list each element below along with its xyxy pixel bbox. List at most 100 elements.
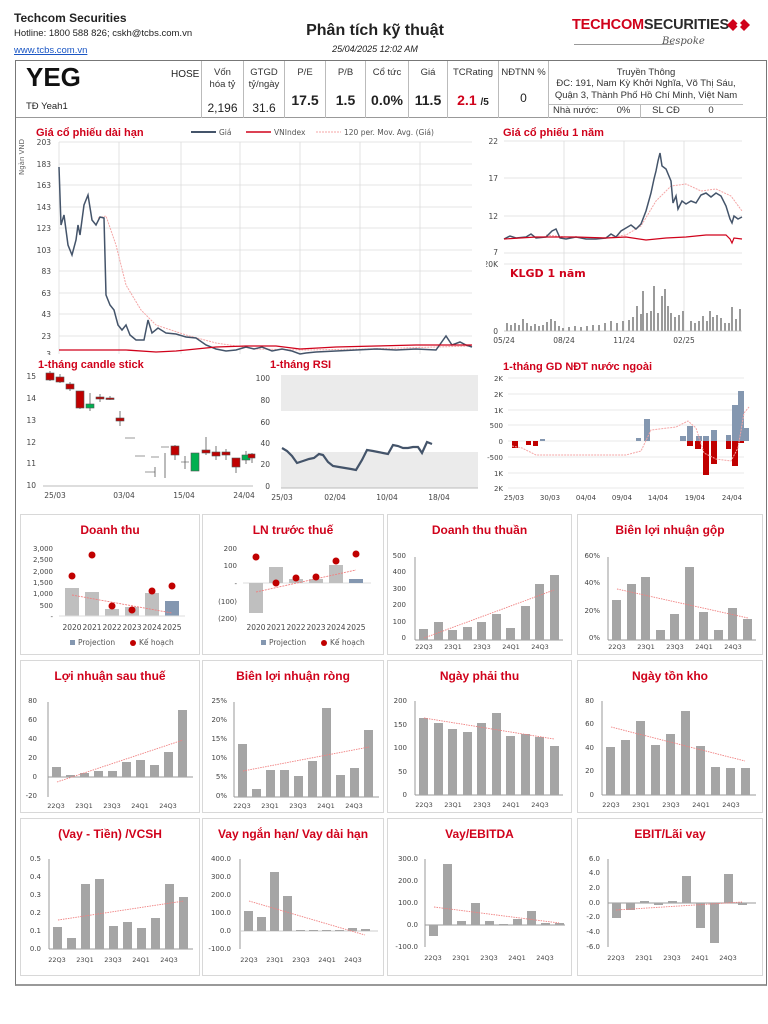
- svg-text:2,500: 2,500: [33, 556, 53, 564]
- svg-text:24Q3: 24Q3: [719, 954, 737, 962]
- svg-text:0: 0: [499, 438, 503, 446]
- svg-text:183: 183: [37, 160, 52, 169]
- svg-text:20K: 20K: [486, 260, 499, 269]
- svg-text:-4.0: -4.0: [586, 928, 600, 936]
- svg-text:23Q3: 23Q3: [292, 956, 310, 964]
- svg-text:23Q3: 23Q3: [103, 802, 121, 810]
- report-title: Phân tích kỹ thuật: [306, 22, 444, 39]
- candlestick-title: 1-tháng candle stick: [38, 359, 144, 371]
- svg-text:23Q3: 23Q3: [663, 954, 681, 962]
- svg-text:6.0: 6.0: [589, 855, 600, 863]
- metric-pe: P/E 17.5: [284, 61, 325, 118]
- svg-text:1,000: 1,000: [33, 590, 53, 598]
- address-line-1: ĐC: 191, Nam Kỳ Khởi Nghĩa, Võ Thị Sáu,: [556, 78, 736, 89]
- svg-text:30/03: 30/03: [540, 494, 560, 501]
- panel-debt-ebitda: Vay/EBITDA 300.0 200.0 100.0 0.0 -100.0 22Q…: [387, 818, 572, 976]
- svg-text:40: 40: [260, 439, 270, 448]
- svg-text:23Q1: 23Q1: [75, 802, 93, 810]
- svg-text:500: 500: [393, 552, 406, 560]
- svg-text:24Q1: 24Q1: [318, 956, 336, 964]
- svg-text:0: 0: [590, 791, 594, 799]
- svg-text:23Q1: 23Q1: [261, 802, 279, 810]
- svg-text:2021: 2021: [266, 623, 285, 632]
- metric-value: 0: [520, 91, 527, 105]
- svg-text:300.0: 300.0: [211, 873, 231, 881]
- metric-dividend: Cổ tức 0.0%: [365, 61, 408, 118]
- svg-text:24Q3: 24Q3: [159, 802, 177, 810]
- svg-text:-: -: [234, 580, 237, 588]
- svg-text:2020: 2020: [62, 623, 81, 632]
- panel-net-profit: Lợi nhuận sau thuế 80 60 40 20 0 -20 22Q3 23Q…: [20, 660, 200, 813]
- one-year-price-title: Giá cổ phiếu 1 năm: [503, 127, 604, 139]
- svg-text:24Q1: 24Q1: [691, 954, 709, 962]
- metric-tcrating: TCRating 2.1 /5: [447, 61, 498, 118]
- svg-text:-100.0: -100.0: [208, 945, 231, 953]
- svg-text:2022: 2022: [102, 623, 121, 632]
- metric-value: 2,196: [207, 101, 238, 115]
- svg-text:200.0: 200.0: [211, 891, 231, 899]
- ownership-row: Nhà nước: 0% SL CĐ 0: [549, 104, 743, 118]
- svg-text:3: 3: [46, 350, 51, 355]
- svg-text:40: 40: [585, 744, 594, 752]
- svg-text:43: 43: [41, 310, 51, 319]
- svg-text:200: 200: [394, 697, 407, 705]
- svg-text:23Q1: 23Q1: [637, 643, 655, 651]
- svg-text:18/04: 18/04: [428, 493, 450, 501]
- rating-value: 2.1: [457, 92, 477, 108]
- website-link[interactable]: www.tcbs.com.vn: [14, 45, 88, 56]
- svg-text:0: 0: [402, 634, 406, 642]
- svg-text:0.0: 0.0: [220, 927, 231, 935]
- metric-label: Giá: [420, 67, 436, 78]
- svg-text:80: 80: [260, 396, 270, 405]
- long-term-price-chart: Giá VNIndex 120 per. Mov. Avg. (Giá) Ngà…: [18, 128, 473, 355]
- address-line-2: Quận 3, Thành Phố Hồ Chí Minh, Việt Nam: [554, 90, 738, 101]
- panel-title: (Vay - Tiền) /VCSH: [58, 827, 162, 841]
- svg-text:24Q1: 24Q1: [695, 643, 713, 651]
- panel-gross-margin: Biên lợi nhuận gộp 60% 40% 20% 0% 22Q3 23Q1 2…: [577, 514, 763, 655]
- svg-text:-: -: [50, 613, 53, 621]
- svg-text:-20: -20: [26, 792, 37, 800]
- company-name: Techcom Securities: [14, 11, 127, 25]
- svg-text:100: 100: [256, 374, 270, 383]
- panel-title: Ngày phải thu: [439, 669, 520, 683]
- svg-text:2K: 2K: [494, 485, 503, 493]
- svg-text:24Q3: 24Q3: [724, 643, 742, 651]
- report-heading: Phân tích kỹ thuật 25/04/2025 12:02 AM: [260, 22, 490, 54]
- company-short-name: TĐ Yeah1: [26, 101, 68, 112]
- svg-text:2025: 2025: [346, 623, 365, 632]
- one-year-price-chart: 22 17 12 7 20K 0: [486, 137, 743, 345]
- svg-text:203: 203: [37, 138, 52, 147]
- svg-text:80: 80: [28, 697, 37, 705]
- metric-label: Cổ tức: [372, 67, 402, 78]
- svg-text:08/24: 08/24: [553, 336, 575, 345]
- svg-text:15/04: 15/04: [173, 491, 195, 500]
- panel-ebit-interest: EBIT/Lãi vay 6.0 4.0 2.0 0.0 -2.0 -4.0 -6.0 2…: [577, 818, 763, 976]
- svg-text:1,500: 1,500: [33, 579, 53, 587]
- volume-title: KLGD 1 năm: [510, 267, 586, 280]
- svg-text:100.0: 100.0: [211, 909, 231, 917]
- panel-pretax-profit: LN trước thuế 200 100- (100) (200) 2020 202…: [202, 514, 384, 655]
- svg-text:2025: 2025: [162, 623, 181, 632]
- svg-text:0%: 0%: [216, 792, 227, 800]
- svg-text:2.0: 2.0: [589, 884, 600, 892]
- svg-text:0.0: 0.0: [407, 921, 418, 929]
- candlestick-chart: 15 14 13 12 11 10: [26, 371, 256, 500]
- svg-text:(100): (100): [218, 598, 237, 606]
- metric-value: 11.5: [414, 92, 442, 108]
- svg-text:12: 12: [26, 438, 36, 447]
- svg-text:123: 123: [37, 224, 52, 233]
- svg-text:20%: 20%: [584, 607, 600, 615]
- svg-text:23Q3: 23Q3: [289, 802, 307, 810]
- svg-text:23Q3: 23Q3: [662, 801, 680, 809]
- panel-title: EBIT/Lãi vay: [634, 827, 706, 841]
- svg-text:23Q1: 23Q1: [444, 801, 462, 809]
- svg-text:24/04: 24/04: [233, 491, 255, 500]
- svg-text:13: 13: [26, 416, 36, 425]
- svg-text:25%: 25%: [211, 697, 227, 705]
- svg-text:24Q1: 24Q1: [692, 801, 710, 809]
- foreign-flow-title: 1-tháng GD NĐT nước ngoài: [503, 361, 653, 373]
- svg-text:24Q1: 24Q1: [502, 643, 520, 651]
- svg-text:400.0: 400.0: [211, 855, 231, 863]
- state-owned-label: Nhà nước:: [553, 105, 599, 116]
- svg-text:22Q3: 22Q3: [608, 643, 626, 651]
